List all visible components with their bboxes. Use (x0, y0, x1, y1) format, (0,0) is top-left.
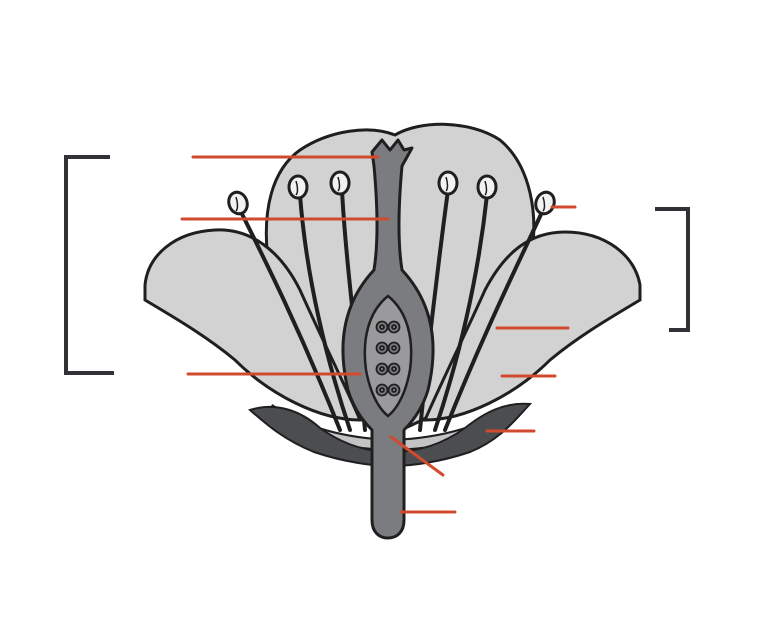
ovule-4 (375, 383, 401, 397)
filament-5 (433, 193, 489, 432)
leader-lines (180, 155, 577, 514)
ovules (375, 320, 401, 397)
left-bracket (64, 155, 114, 375)
filament-6 (443, 208, 545, 432)
brackets (64, 155, 690, 375)
right-bracket (655, 207, 690, 332)
ovule-3 (375, 362, 401, 376)
anthers (227, 170, 556, 216)
right-petal (422, 230, 642, 422)
ovule-2 (375, 341, 401, 355)
anther-highlights (235, 176, 546, 212)
ovule-1 (375, 320, 401, 334)
sepals (248, 402, 533, 468)
filament-1 (238, 208, 342, 432)
leader-line-ovule (389, 435, 445, 477)
